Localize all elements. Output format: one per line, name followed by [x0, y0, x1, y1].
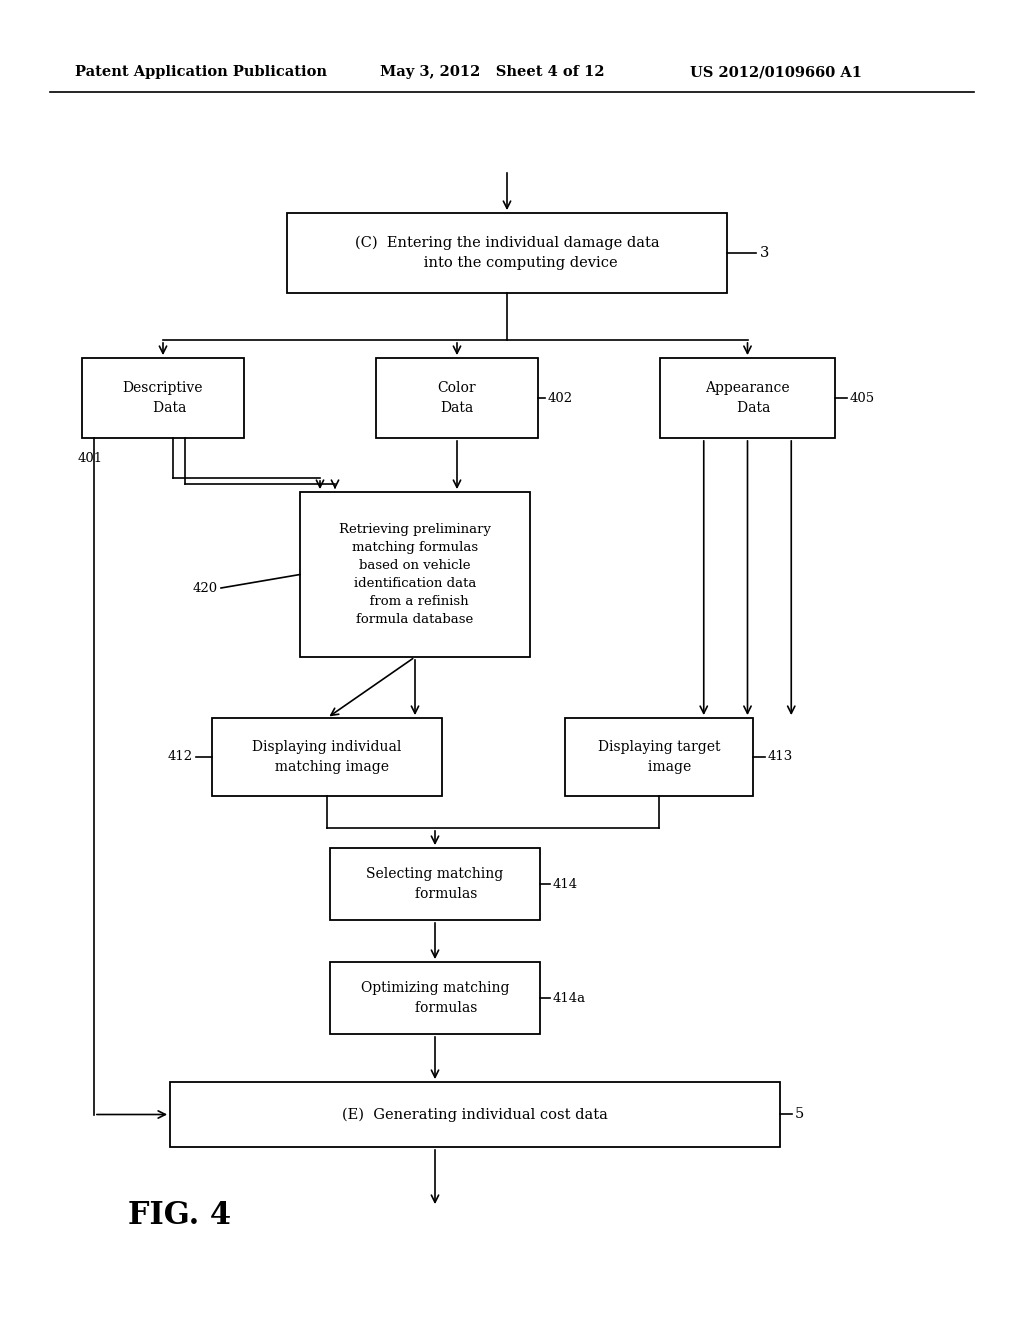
Text: 412: 412 [168, 751, 193, 763]
Text: 413: 413 [768, 751, 794, 763]
Text: 420: 420 [193, 582, 218, 594]
Bar [330, 847, 540, 920]
Text: (C)  Entering the individual damage data
      into the computing device: (C) Entering the individual damage data … [354, 236, 659, 271]
Text: Displaying target
     image: Displaying target image [598, 741, 720, 774]
Text: Color
Data: Color Data [437, 381, 476, 414]
Bar [300, 492, 530, 657]
Text: US 2012/0109660 A1: US 2012/0109660 A1 [690, 65, 862, 79]
Text: Optimizing matching
     formulas: Optimizing matching formulas [360, 981, 509, 1015]
Text: 414a: 414a [553, 991, 586, 1005]
Bar [376, 358, 538, 438]
Bar [287, 213, 727, 293]
Bar [660, 358, 835, 438]
Bar [170, 1082, 780, 1147]
Text: 405: 405 [850, 392, 876, 404]
Text: 3: 3 [760, 246, 769, 260]
Text: Patent Application Publication: Patent Application Publication [75, 65, 327, 79]
Text: May 3, 2012   Sheet 4 of 12: May 3, 2012 Sheet 4 of 12 [380, 65, 604, 79]
Text: Selecting matching
     formulas: Selecting matching formulas [367, 867, 504, 900]
Text: 401: 401 [78, 451, 103, 465]
Text: FIG. 4: FIG. 4 [128, 1200, 231, 1230]
Text: 414: 414 [553, 878, 579, 891]
Bar [330, 962, 540, 1034]
Bar [82, 358, 244, 438]
Text: 402: 402 [548, 392, 573, 404]
Bar [212, 718, 442, 796]
Text: Appearance
   Data: Appearance Data [706, 381, 790, 414]
Text: Retrieving preliminary
matching formulas
based on vehicle
identification data
  : Retrieving preliminary matching formulas… [339, 523, 490, 626]
Text: (E)  Generating individual cost data: (E) Generating individual cost data [342, 1107, 608, 1122]
Text: Descriptive
   Data: Descriptive Data [123, 381, 203, 414]
Text: 5: 5 [795, 1107, 804, 1121]
Text: Displaying individual
  matching image: Displaying individual matching image [252, 741, 401, 774]
Bar [565, 718, 753, 796]
